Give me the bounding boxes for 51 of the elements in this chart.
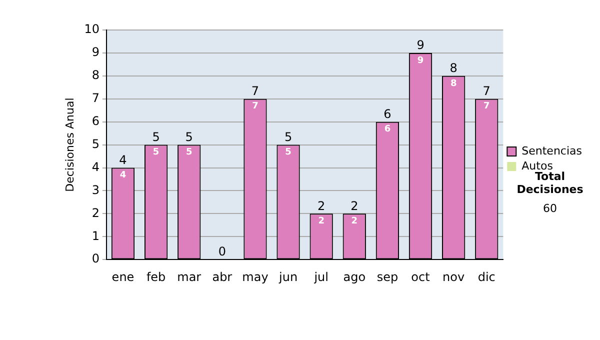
y-tick-label: 1 [92, 228, 100, 243]
y-tick-label: 7 [92, 91, 100, 106]
text: 60 [542, 202, 558, 215]
y-tick-label: 0 [92, 252, 100, 266]
y-tick-label: 6 [92, 114, 100, 128]
total-label: 6 [384, 106, 392, 121]
x-tick-label: sep [376, 270, 398, 284]
y-axis-title: Decisiones Anual [63, 98, 76, 192]
y-tick-label: 10 [84, 22, 100, 36]
x-tick-label: feb [146, 270, 166, 284]
total-label: 8 [450, 61, 458, 76]
x-tick-label: dic [478, 270, 496, 284]
total-label: 2 [318, 198, 326, 213]
y-tick-label: 3 [92, 182, 100, 197]
total-label: 0 [218, 244, 226, 259]
data-label: 8 [450, 78, 457, 89]
x-tick-label: nov [442, 270, 465, 284]
text: Total Decisiones [516, 170, 584, 196]
y-tick-label: 4 [92, 160, 100, 174]
x-tick-label: jun [278, 270, 298, 284]
data-label: 9 [417, 56, 424, 66]
y-tick-label: 5 [92, 136, 100, 151]
total-label: 4 [119, 152, 127, 167]
y-tick-label: 2 [92, 206, 100, 220]
data-label: 7 [252, 102, 258, 112]
total-label: 7 [482, 84, 490, 98]
x-tick-label: ene [112, 270, 134, 284]
data-label: 4 [120, 170, 126, 181]
y-tick-label: 9 [92, 45, 100, 60]
data-label: 7 [483, 102, 490, 112]
data-label: 2 [351, 216, 358, 227]
y-tick-label: 8 [92, 68, 100, 82]
total-label: 5 [185, 130, 193, 144]
data-label: 5 [152, 148, 160, 158]
x-tick-label: oct [411, 270, 430, 284]
x-tick-label: may [242, 270, 268, 284]
x-tick-label: jul [313, 270, 328, 284]
total-label: 2 [350, 198, 358, 213]
x-tick-label: mar [177, 270, 202, 284]
x-tick-label: abr [212, 270, 232, 284]
legend-label: Sentencias [522, 144, 582, 158]
data-label: 5 [186, 148, 192, 158]
x-tick-label: ago [343, 270, 366, 284]
data-label: 5 [285, 148, 292, 158]
legend-label: Autos [522, 159, 554, 172]
data-label: 6 [384, 124, 391, 135]
total-label: 9 [416, 38, 424, 52]
total-label: 7 [251, 84, 260, 98]
total-label: 5 [152, 130, 160, 144]
total-label: 5 [284, 130, 292, 144]
data-label: 2 [318, 216, 324, 227]
